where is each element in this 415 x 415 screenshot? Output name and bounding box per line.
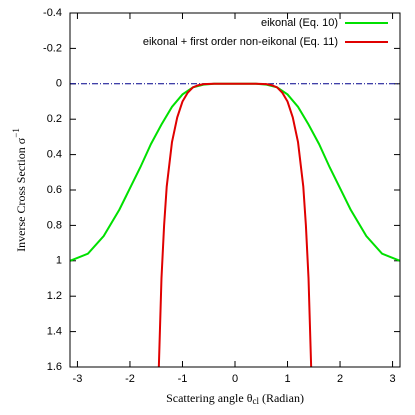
series-line (157, 82, 313, 367)
y-tick-label: -0.2 (43, 42, 62, 54)
y-label-sup: −1 (11, 128, 21, 138)
y-tick-label: 1.4 (47, 326, 62, 338)
legend-label: eikonal + first order non-eikonal (Eq. 1… (143, 36, 338, 48)
y-tick-label: 0.4 (47, 149, 62, 161)
plot-frame (69, 12, 401, 368)
y-tick-label: 0.6 (47, 184, 62, 196)
y-tick-label: 1.6 (47, 361, 62, 373)
legend-label: eikonal (Eq. 10) (261, 17, 338, 29)
x-tick-label: 0 (232, 373, 238, 385)
y-label-text: Inverse Cross Section σ (14, 137, 28, 252)
x-label-sub: cl (252, 396, 259, 406)
x-tick-label: -3 (73, 373, 83, 385)
x-label-text: Scattering angle θ (166, 391, 253, 405)
y-axis-label: Inverse Cross Section σ−1 (11, 128, 28, 252)
y-tick-label: 1 (56, 255, 62, 267)
y-tick-label: 1.2 (47, 290, 62, 302)
y-tick-label: -0.4 (43, 7, 62, 19)
x-label-text: (Radian) (259, 391, 304, 405)
series-line (70, 82, 400, 262)
x-tick-label: 1 (284, 373, 290, 385)
plot-area (70, 82, 400, 367)
x-tick-label: -1 (178, 373, 188, 385)
x-tick-label: 2 (337, 373, 343, 385)
x-tick-label: 3 (390, 373, 396, 385)
y-tick-label: 0 (56, 78, 62, 90)
x-axis-label: Scattering angle θcl (Radian) (166, 391, 304, 406)
x-tick-label: -2 (125, 373, 135, 385)
y-tick-label: 0.8 (47, 219, 62, 231)
y-tick-label: 0.2 (47, 113, 62, 125)
